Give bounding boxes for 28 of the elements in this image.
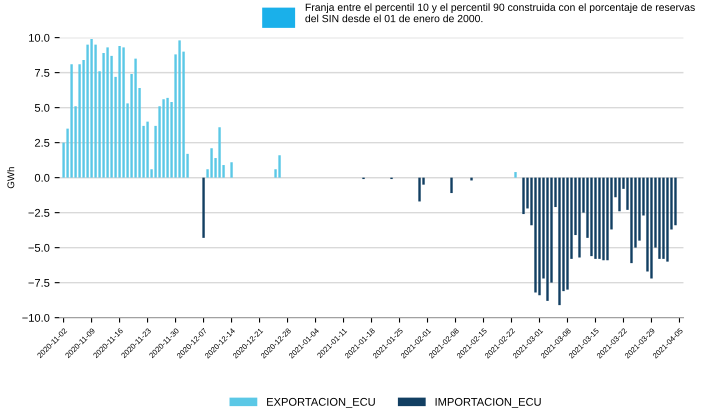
y-tick-label: 7.5 [34, 69, 50, 77]
bar [78, 64, 81, 178]
legend-label: EXPORTACION_ECU [267, 398, 375, 408]
y-tick-label: −10.0 [22, 314, 50, 322]
bar [134, 58, 137, 178]
y-tick-label: −5.0 [28, 244, 50, 252]
y-tick-label: 2.5 [34, 138, 50, 147]
bar [162, 99, 165, 178]
y-tick-label: 10.0 [29, 34, 50, 42]
text: Franja entre el percentil 10 y el percentil 90 construida con el porcentaje de reservas del SIN desde el 01 de enero de 2000. [305, 3, 695, 22]
y-tick-label: 5.0 [34, 104, 50, 112]
bar [202, 178, 205, 238]
y-axis-title: GWh [7, 167, 14, 188]
legend-label: IMPORTACION_ECU [436, 398, 541, 408]
bar [70, 64, 73, 178]
bar [166, 98, 169, 178]
bar [230, 162, 233, 178]
bar [218, 127, 221, 178]
y-tick-label: −2.5 [28, 208, 50, 217]
bar [106, 47, 109, 178]
bar [178, 40, 181, 178]
bar [210, 148, 213, 178]
bar [146, 122, 149, 178]
y-tick-label: 0.0 [34, 174, 50, 182]
bar [122, 47, 125, 178]
bar [90, 39, 93, 178]
bar [118, 46, 121, 178]
y-tick-label: −7.5 [28, 279, 50, 287]
